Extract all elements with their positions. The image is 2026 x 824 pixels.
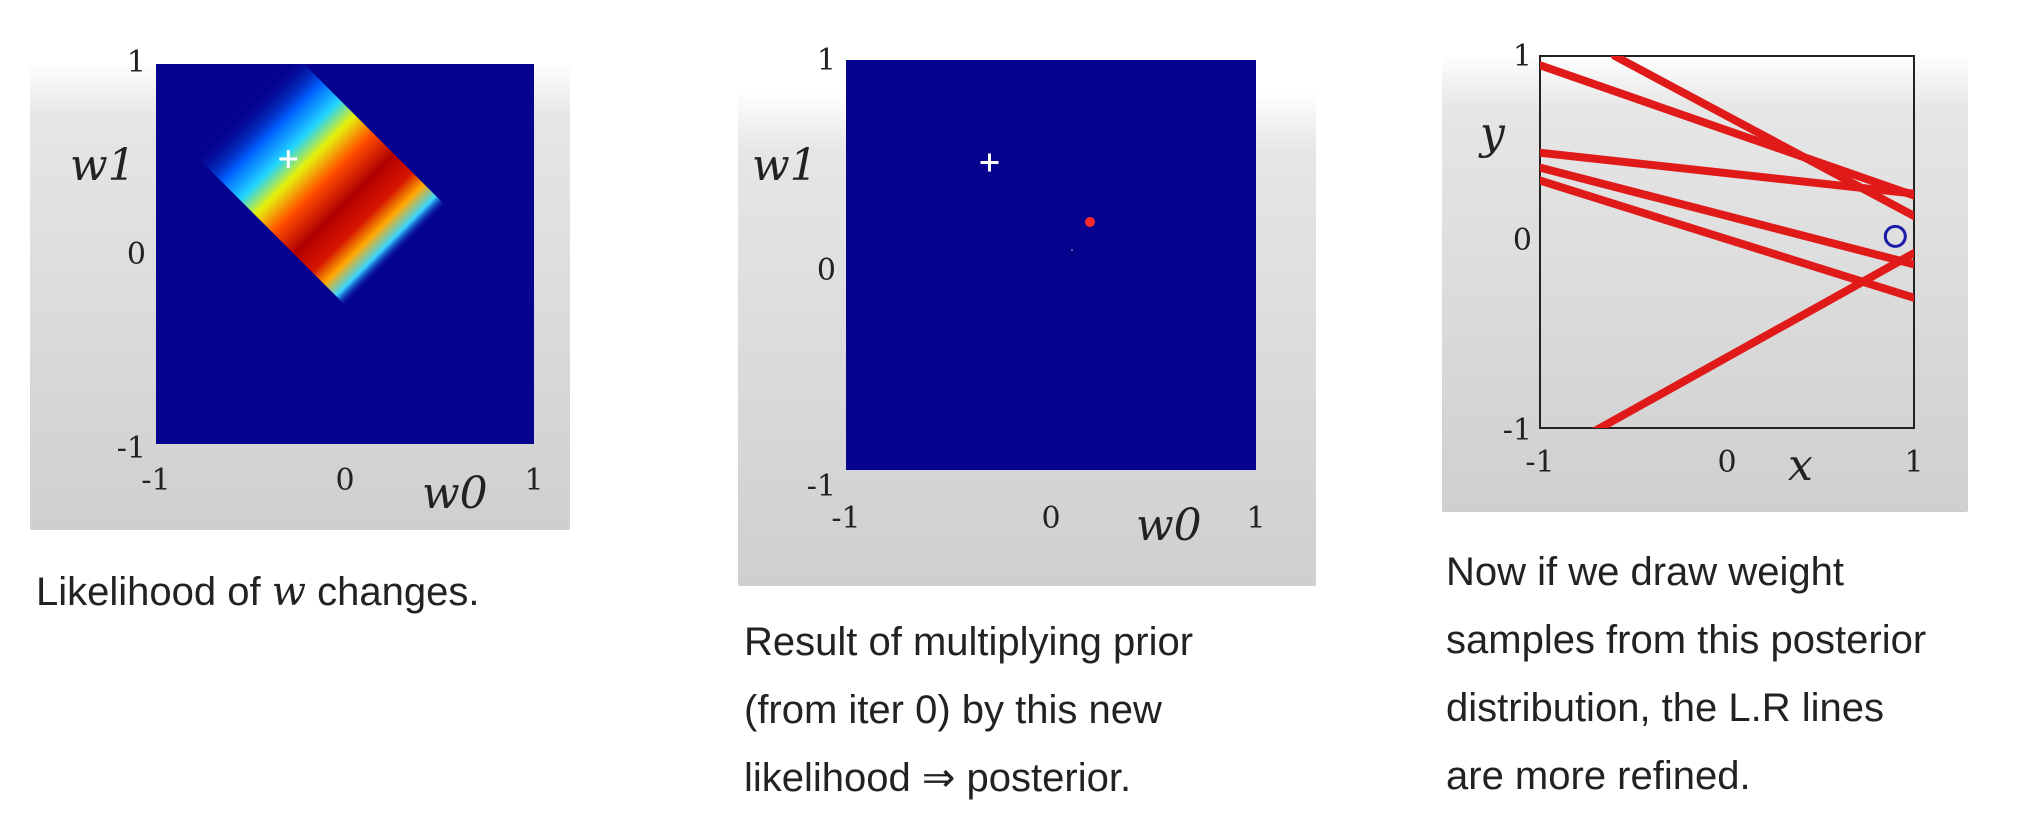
x-tick-label: -1	[141, 463, 170, 498]
sampled-regression-line	[1540, 61, 1914, 200]
x-tick-label: 0	[1041, 501, 1060, 536]
figure-frame	[1442, 54, 1968, 512]
caption-samples: Now if we draw weight samples from this …	[1446, 550, 1927, 798]
y-tick-label: -1	[1503, 413, 1532, 448]
x-tick-label: -1	[1525, 445, 1554, 480]
y-axis-label: y	[1478, 108, 1506, 159]
x-axis-label: x	[1788, 440, 1813, 491]
true-weight-marker	[279, 150, 298, 168]
y-tick-label: 1	[817, 43, 836, 78]
y-tick-label: 0	[1513, 223, 1532, 258]
caption-variable-w: w	[271, 569, 306, 615]
regression-lines-figure: 1 0 -1 -1 0 1 y x	[1478, 39, 1924, 491]
y-tick-label: 1	[127, 45, 146, 80]
sample-point	[1085, 217, 1095, 227]
panel-likelihood: 1 0 -1 -1 0 1 w1 w0 Likelihood of w changes.	[0, 0, 600, 824]
y-axis-label: w1	[70, 140, 136, 191]
plot-area	[1539, 55, 1915, 429]
y-tick-label: -1	[117, 431, 146, 466]
panel-posterior: 1 0 -1 -1 0 1 w1 w0 Result of multiplying pr…	[700, 0, 1380, 824]
y-tick-label: 1	[1513, 39, 1532, 74]
sampled-regression-line	[1591, 249, 1914, 428]
y-tick-label: 0	[127, 237, 146, 272]
x-tick-label: 1	[1246, 501, 1265, 536]
likelihood-ridge-band	[156, 64, 534, 444]
caption-likelihood: Likelihood of w changes.	[36, 569, 480, 615]
sampled-regression-line	[1540, 163, 1914, 269]
sampled-regression-line	[1610, 56, 1914, 220]
y-tick-label: -1	[807, 469, 836, 504]
x-tick-label: 1	[1904, 445, 1923, 480]
posterior-density-blob	[846, 60, 1256, 470]
caption-posterior: Result of multiplying prior (from iter 0…	[744, 620, 1194, 800]
true-weight-marker	[980, 153, 999, 172]
x-tick-label: -1	[831, 501, 860, 536]
y-axis-label: w1	[752, 140, 818, 191]
y-tick-label: 0	[817, 253, 836, 288]
x-axis-label: w0	[1136, 500, 1202, 551]
x-tick-label: 1	[524, 463, 543, 498]
x-tick-label: 0	[1717, 445, 1736, 480]
sampled-regression-line	[1540, 176, 1914, 302]
panel-samples: 1 0 -1 -1 0 1 y x Now if we draw weight samp…	[1420, 0, 2026, 824]
posterior-heatmap-figure: 1 0 -1 -1 0 1 w1 w0	[752, 43, 1266, 551]
x-tick-label: 0	[335, 463, 354, 498]
x-axis-label: w0	[422, 468, 488, 519]
likelihood-heatmap-figure: 1 0 -1 -1 0 1 w1 w0	[70, 45, 544, 519]
data-point	[1883, 224, 1907, 248]
